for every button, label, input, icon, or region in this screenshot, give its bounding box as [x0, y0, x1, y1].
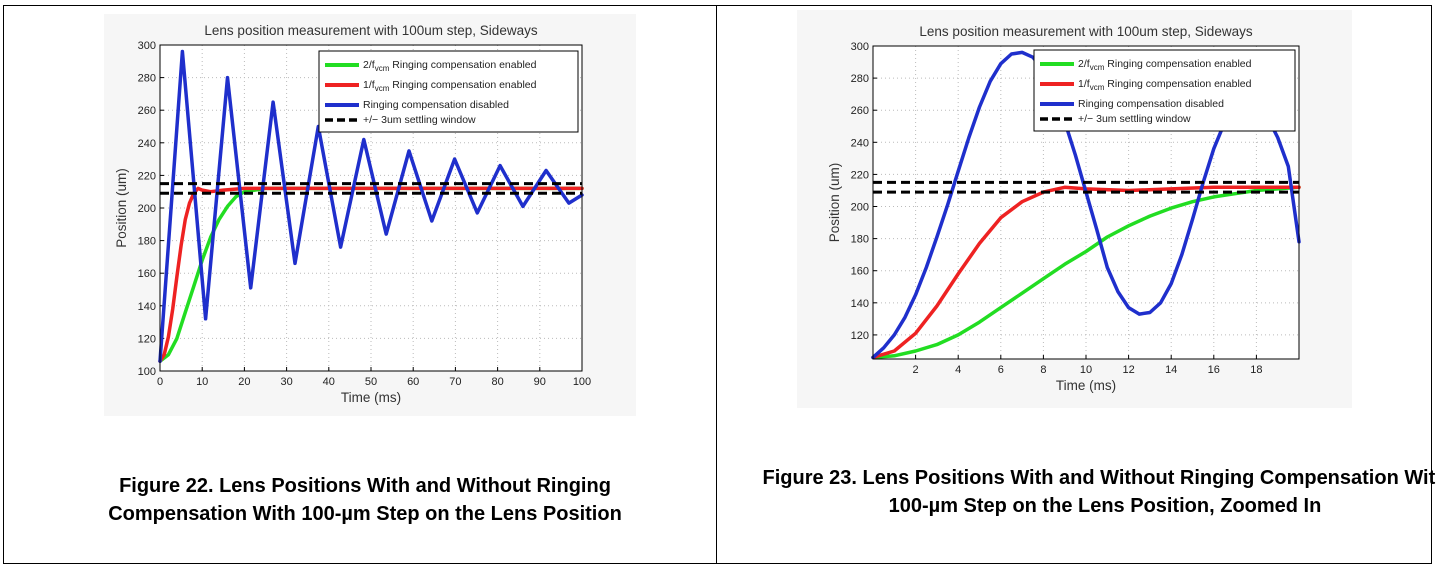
x-tick-label: 30 — [280, 376, 292, 388]
legend-label-3: +/− 3um settling window — [363, 114, 476, 126]
y-tick-label: 120 — [138, 333, 156, 345]
column-divider — [716, 5, 717, 564]
x-tick-label: 50 — [365, 376, 377, 388]
legend-label-3: +/− 3um settling window — [1078, 113, 1191, 125]
y-tick-label: 280 — [851, 73, 869, 85]
chart-legend: 2/fvcm Ringing compensation enabled 1/fvc… — [318, 50, 579, 133]
chart-title: Lens position measurement with 100um ste… — [204, 23, 537, 38]
x-tick-label: 40 — [323, 376, 335, 388]
y-tick-label: 240 — [851, 137, 869, 149]
x-tick-label: 60 — [407, 376, 419, 388]
y-axis-label: Position (um) — [114, 168, 129, 248]
y-tick-label: 140 — [851, 298, 869, 310]
y-tick-label: 120 — [851, 330, 869, 342]
y-tick-label: 140 — [138, 301, 156, 313]
series-line-1 — [158, 186, 584, 363]
x-axis-label: Time (ms) — [341, 390, 401, 405]
chart-legend: 2/fvcm Ringing compensation enabled 1/fvc… — [1033, 49, 1296, 132]
x-tick-label: 0 — [157, 376, 163, 388]
series-line-1 — [871, 185, 1301, 360]
figure-23-caption: Figure 23. Lens Positions With and Witho… — [762, 467, 1436, 517]
legend-label-1: 1/fvcm Ringing compensation enabled — [363, 79, 537, 93]
chart-lens-position-full: 0 10 20 30 40 50 60 70 80 90 100 100 120 140 160 180 200… — [104, 14, 636, 416]
x-tick-label: 70 — [449, 376, 461, 388]
x-tick-label: 100 — [573, 376, 591, 388]
y-tick-label: 160 — [138, 268, 156, 280]
y-tick-label: 220 — [851, 169, 869, 181]
axes-box — [159, 44, 583, 372]
x-tick-label: 2 — [913, 364, 919, 376]
y-tick-label: 160 — [851, 266, 869, 278]
figure-table-frame — [3, 5, 1432, 564]
x-tick-label: 10 — [1080, 364, 1092, 376]
axes-box — [872, 45, 1300, 360]
legend-label-0: 2/fvcm Ringing compensation enabled — [363, 59, 537, 73]
y-tick-label: 200 — [851, 202, 869, 214]
y-tick-label: 200 — [138, 203, 156, 215]
y-tick-label: 240 — [138, 138, 156, 150]
legend-label-2: Ringing compensation disabled — [1078, 98, 1224, 110]
y-tick-label: 180 — [851, 234, 869, 246]
x-tick-label: 18 — [1250, 364, 1262, 376]
legend-label-2: Ringing compensation disabled — [363, 99, 509, 111]
x-tick-label: 20 — [238, 376, 250, 388]
x-tick-label: 16 — [1208, 364, 1220, 376]
chart-lens-position-zoomed: 2 4 6 8 10 12 14 16 18 120 140 160 180 200 220 240 260 28… — [797, 10, 1352, 408]
y-axis-label: Position (um) — [827, 163, 842, 243]
y-tick-label: 280 — [138, 73, 156, 85]
x-tick-label: 8 — [1040, 364, 1046, 376]
figure-22-caption: Figure 22. Lens Positions With and Witho… — [108, 475, 622, 525]
x-tick-label: 4 — [955, 364, 961, 376]
x-tick-label: 80 — [491, 376, 503, 388]
x-tick-label: 90 — [534, 376, 546, 388]
x-tick-label: 6 — [998, 364, 1004, 376]
x-tick-label: 10 — [196, 376, 208, 388]
y-tick-label: 300 — [851, 41, 869, 53]
chart-title: Lens position measurement with 100um ste… — [919, 24, 1252, 39]
legend-label-1: 1/fvcm Ringing compensation enabled — [1078, 78, 1252, 92]
legend-box — [1033, 49, 1296, 132]
y-tick-label: 300 — [138, 40, 156, 52]
x-axis-label: Time (ms) — [1056, 378, 1116, 393]
x-tick-label: 14 — [1165, 364, 1177, 376]
legend-label-0: 2/fvcm Ringing compensation enabled — [1078, 58, 1252, 72]
y-tick-label: 180 — [138, 236, 156, 248]
y-tick-label: 260 — [138, 105, 156, 117]
series-line-2 — [158, 49, 584, 363]
legend-box — [318, 50, 579, 133]
y-tick-label: 220 — [138, 170, 156, 182]
y-tick-label: 100 — [138, 366, 156, 378]
x-tick-label: 12 — [1122, 364, 1134, 376]
series-line-0 — [871, 185, 1301, 360]
y-tick-label: 260 — [851, 105, 869, 117]
